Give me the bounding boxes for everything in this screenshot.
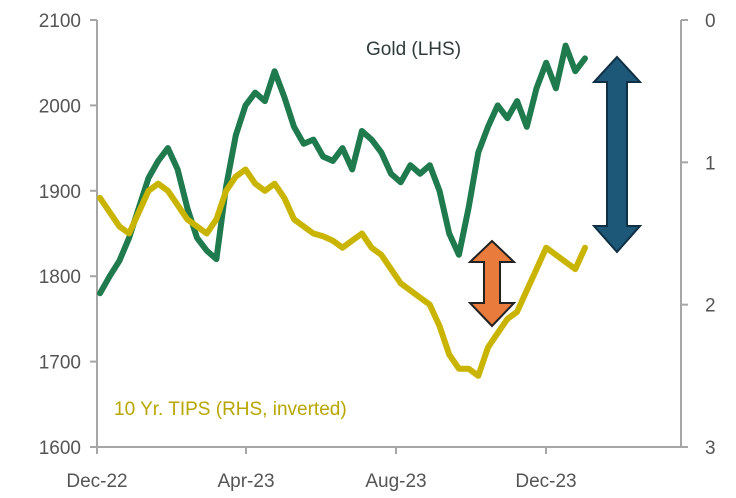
tips-series-label: 10 Yr. TIPS (RHS, inverted) [114, 399, 347, 420]
left-tick-label: 1800 [39, 267, 81, 288]
left-tick-label: 1600 [39, 438, 81, 459]
axes [96, 20, 682, 448]
x-tick-label: Dec-23 [515, 471, 576, 492]
tips-series-line [97, 166, 588, 379]
left-tick-label: 2100 [39, 11, 81, 32]
x-tick-label: Apr-23 [217, 471, 274, 492]
annotation-arrows [467, 55, 643, 328]
right-tick-label: 1 [705, 153, 716, 174]
right-axis-ticks: 0 1 2 3 [681, 11, 716, 459]
orange-double-arrow-icon [467, 239, 517, 328]
left-tick-label: 1900 [39, 182, 81, 203]
x-axis-ticks: Dec-22 Apr-23 Aug-23 Dec-23 [66, 447, 577, 492]
x-tick-label: Dec-22 [66, 471, 127, 492]
left-axis-ticks: 1600 1700 1800 1900 2000 2100 [39, 11, 97, 459]
left-tick-label: 1700 [39, 353, 81, 374]
right-tick-label: 2 [705, 296, 716, 317]
left-tick-label: 2000 [39, 96, 81, 117]
gold-series-line [97, 42, 588, 297]
x-tick-label: Aug-23 [365, 471, 426, 492]
series-lines [97, 42, 588, 379]
right-tick-label: 0 [705, 11, 716, 32]
gold-series-label: Gold (LHS) [366, 39, 461, 60]
right-tick-label: 3 [705, 438, 716, 459]
blue-double-arrow-icon [591, 55, 643, 254]
